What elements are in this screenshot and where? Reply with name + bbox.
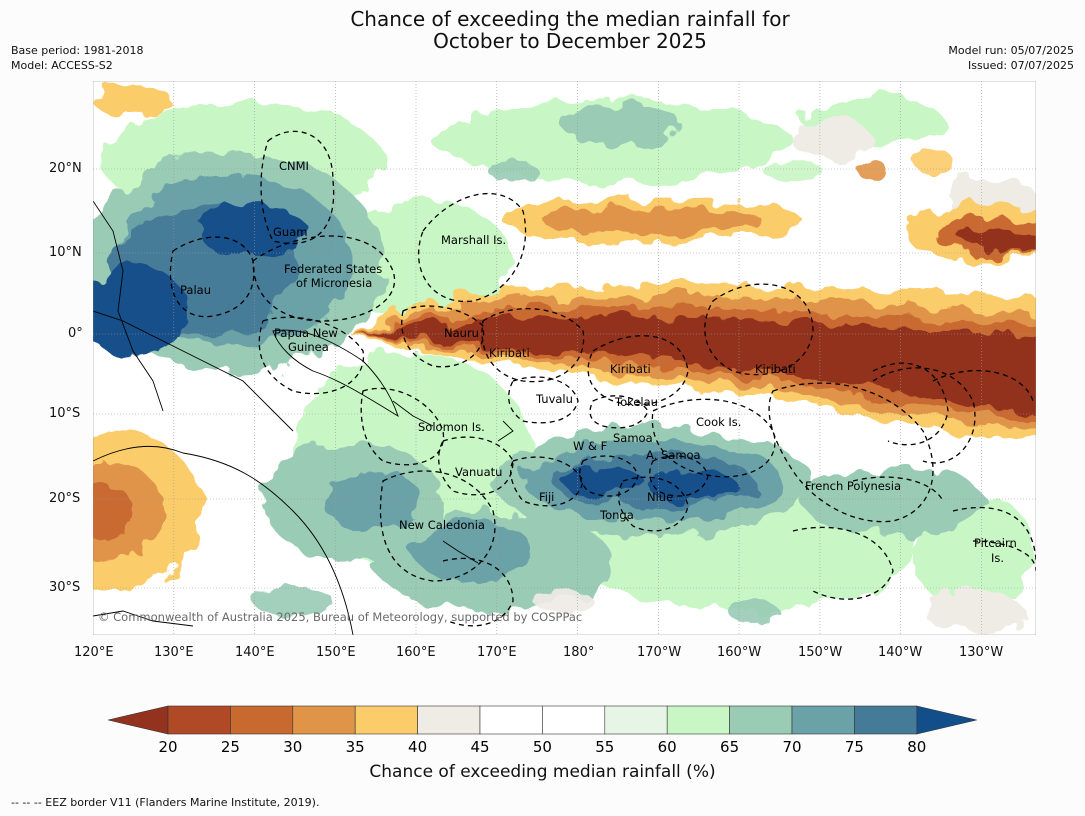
label-new-caledonia: New Caledonia [399,518,485,532]
lat-tick-30s: 30°S [49,580,81,595]
region-labels: CNMI Guam Marshall Is. Federated States … [180,159,1017,565]
label-solomon: Solomon Is. [418,420,485,434]
colorbar-label: Chance of exceeding median rainfall (%) [369,762,716,782]
base-period: Base period: 1981-2018 [11,44,144,57]
colorbar-tick-label: 35 [346,738,365,756]
label-kiribati-central: Kiribati [610,362,651,376]
colorbar-arrow-high [916,705,977,735]
title-line-1: Chance of exceeding the median rainfall … [350,7,790,31]
eez-legend-note: -- -- -- EEZ border V11 (Flanders Marine… [11,796,320,809]
colorbar-tick-label: 45 [470,738,489,756]
colorbar-swatch [604,705,668,735]
colorbar-tick-label: 40 [408,738,427,756]
lon-tick-180: 180° [563,645,595,660]
colorbar-arrow-low [108,705,169,735]
colorbar-swatch [167,705,231,735]
label-french-polynesia: French Polynesia [805,479,901,493]
rainfall-map[interactable]: CNMI Guam Marshall Is. Federated States … [93,81,1036,635]
colorbar: 20 25 30 35 40 45 50 55 60 65 70 75 80 [108,705,977,756]
colorbar-swatch [230,705,294,735]
colorbar-tick-label: 60 [658,738,677,756]
colorbar-tick-label: 70 [782,738,801,756]
colorbar-tick-label: 20 [158,738,177,756]
label-fsm-1: Federated States [284,262,382,276]
coastlines [93,200,514,635]
rainfall-speckles [253,149,953,623]
lon-tick-170e: 170°E [477,645,517,660]
colorbar-tick-label: 80 [907,738,926,756]
label-tuvalu: Tuvalu [535,392,573,406]
lat-tick-20s: 20°S [49,491,81,506]
label-niue: Niue [647,490,673,504]
label-cnmi: CNMI [279,159,309,173]
colorbar-tick-label: 55 [595,738,614,756]
colorbar-tick-label: 30 [283,738,302,756]
lat-tick-10s: 10°S [49,406,81,421]
colorbar-tick-label: 25 [221,738,240,756]
title-line-2: October to December 2025 [433,29,707,53]
lon-tick-150w: 150°W [798,645,843,660]
colorbar-swatches [108,705,977,735]
model-name: Model: ACCESS-S2 [11,59,113,72]
lon-tick-120e: 120°E [74,645,114,660]
colorbar-swatch [854,705,918,735]
lon-tick-140e: 140°E [235,645,275,660]
label-samoa: Samoa [613,431,653,445]
label-american-samoa: A. Samoa [646,448,701,462]
copyright-notice: © Commonwealth of Australia 2025, Bureau… [98,610,582,624]
label-png-2: Guinea [288,340,329,354]
run-info: Model run: 05/07/2025 Issued: 07/07/2025 [948,43,1074,73]
map-title: Chance of exceeding the median rainfall … [0,8,1085,52]
label-kiribati-west: Kiribati [489,346,530,360]
colorbar-swatch [479,705,543,735]
label-fsm-2: of Micronesia [296,276,372,290]
model-run-date: Model run: 05/07/2025 [948,44,1074,57]
lon-tick-160e: 160°E [396,645,436,660]
lon-tick-140w: 140°W [878,645,923,660]
lat-tick-0: 0° [68,326,83,341]
lon-tick-160w: 160°W [717,645,762,660]
label-png-1: Papua New [274,326,338,340]
colorbar-swatch [666,705,730,735]
eez-borders [169,130,1036,627]
lon-tick-130w: 130°W [959,645,1004,660]
colorbar-swatch [292,705,356,735]
label-nauru: Nauru [444,326,479,340]
label-palau: Palau [180,283,211,297]
colorbar-swatch [417,705,481,735]
map-panel[interactable]: CNMI Guam Marshall Is. Federated States … [93,81,1036,635]
colorbar-tick-label: 50 [533,738,552,756]
graticule [93,81,1036,635]
label-tonga: Tonga [599,508,634,522]
lat-tick-20n: 20°N [49,161,82,176]
colorbar-tick-label: 65 [720,738,739,756]
label-pitcairn-2: Is. [991,551,1004,565]
label-wallis-futuna: W & F [573,439,607,453]
model-info: Base period: 1981-2018 Model: ACCESS-S2 [11,43,143,73]
colorbar-ticks: 20 25 30 35 40 45 50 55 60 65 70 75 80 [158,738,926,756]
lon-tick-150e: 150°E [316,645,356,660]
label-tokelau: Tokelau [614,395,658,409]
label-pitcairn-1: Pitcairn [974,536,1017,550]
lat-tick-10n: 10°N [49,245,82,260]
label-kiribati-east: Kiribati [755,362,796,376]
label-cook: Cook Is. [696,415,741,429]
lon-tick-130e: 130°E [154,645,194,660]
colorbar-swatch [791,705,855,735]
label-marshall: Marshall Is. [441,233,506,247]
colorbar-swatch [542,705,606,735]
label-fiji: Fiji [539,490,554,504]
lon-tick-170w: 170°W [637,645,682,660]
colorbar-swatch [354,705,418,735]
issued-date: Issued: 07/07/2025 [967,59,1074,72]
colorbar-swatch [729,705,793,735]
colorbar-tick-label: 75 [845,738,864,756]
label-guam: Guam [273,225,307,239]
label-vanuatu: Vanuatu [455,465,502,479]
